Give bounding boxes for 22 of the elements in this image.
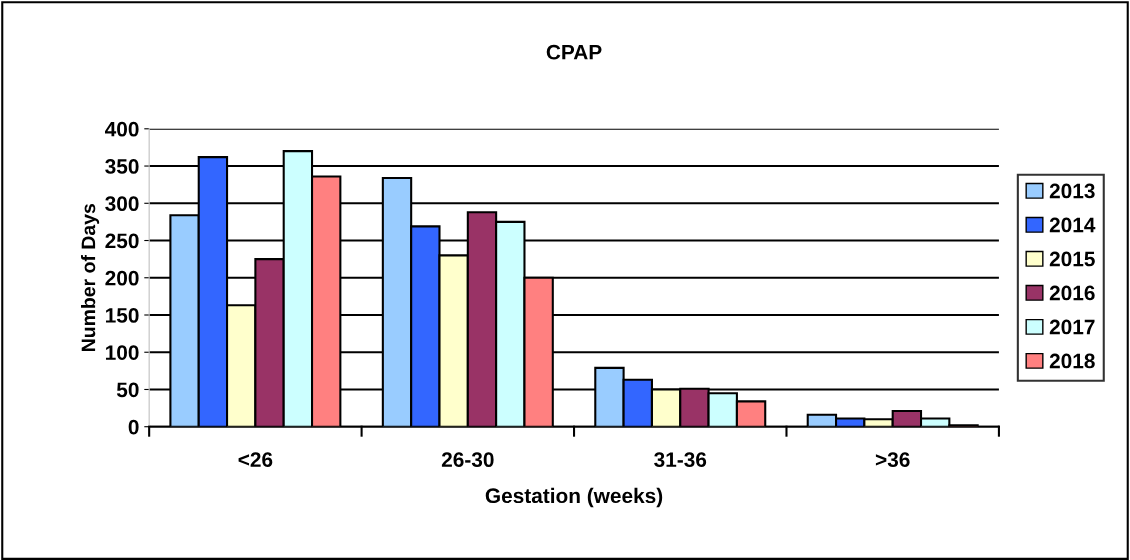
y-tick-label: 400 [105,121,139,137]
y-tick-label: 100 [105,345,139,360]
y-tick-label: 150 [105,308,139,323]
chart-title: CPAP [546,44,602,60]
x-axis-title: Gestation (weeks) [485,487,663,508]
legend-label: 2013 [1049,183,1095,199]
y-tick-label: 300 [105,196,139,212]
y-tick-label: 200 [105,270,139,286]
y-tick-label: 350 [105,159,139,174]
legend-label: 2014 [1049,217,1096,233]
x-tick-label: 26-30 [441,452,494,468]
x-tick-label: >36 [875,452,910,468]
legend-label: 2018 [1049,353,1095,369]
legend-label: 2015 [1049,251,1095,267]
x-tick-label: 31-36 [654,452,707,468]
y-tick-label: 250 [105,233,139,249]
y-tick-label: 50 [116,382,139,398]
y-axis-title: Number of Days [81,204,100,352]
legend-label: 2017 [1049,319,1095,335]
y-tick-label: 0 [128,419,139,435]
x-tick-label: <26 [238,452,273,468]
legend-label: 2016 [1049,285,1095,301]
